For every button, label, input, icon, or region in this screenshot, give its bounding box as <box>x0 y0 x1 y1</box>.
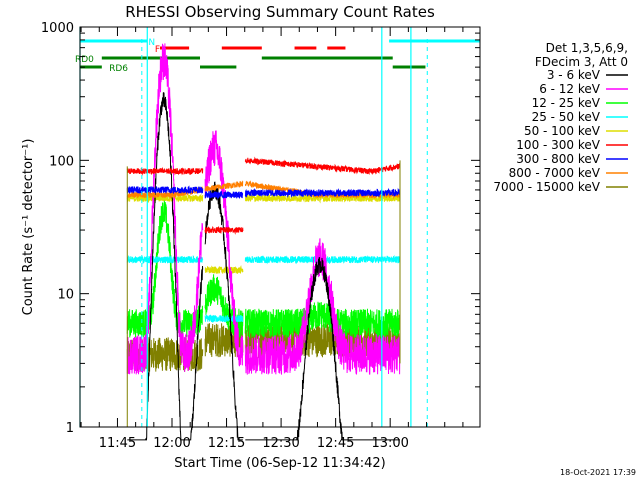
legend-header-line-2: FDecim 3, Att 0 <box>535 55 628 69</box>
flag-label-rd6: RD6 <box>109 64 128 74</box>
axis-layer: 1 10 100 1000 11:45 12:00 12:15 12:30 12:45 13:00 <box>41 21 480 451</box>
x-tick-label: 12:30 <box>262 436 299 451</box>
x-tick-label: 12:15 <box>208 436 245 451</box>
series-line-2 <box>126 43 401 375</box>
legend-label: 6 - 12 keV <box>539 82 601 96</box>
series-line-7 <box>126 185 401 200</box>
y-axis-label: Count Rate (s⁻¹ detector⁻¹) <box>21 139 36 316</box>
legend-label: 3 - 6 keV <box>547 68 601 82</box>
x-tick-label: 12:00 <box>153 436 190 451</box>
y-tick-label: 1 <box>66 421 74 436</box>
chart-title: RHESSI Observing Summary Count Rates <box>125 3 435 21</box>
legend-label: 100 - 300 keV <box>516 138 600 152</box>
flag-label-rd0: RD0 <box>75 55 94 65</box>
legend-label: 12 - 25 keV <box>532 96 601 110</box>
series-line-6 <box>126 156 401 235</box>
legend-label: 800 - 7000 keV <box>509 166 601 180</box>
y-tick-label: 1000 <box>41 21 74 36</box>
footer-date: 18-Oct-2021 17:39 <box>560 468 636 477</box>
series-line-1 <box>127 92 400 441</box>
x-tick-label: 13:00 <box>371 436 408 451</box>
x-tick-label: 11:45 <box>99 436 136 451</box>
legend: Det 1,3,5,6,9, FDecim 3, Att 0 3 - 6 keV… <box>493 41 628 194</box>
plot-frame <box>79 26 481 428</box>
x-axis-label: Start Time (06-Sep-12 11:34:42) <box>174 456 385 471</box>
legend-header-line-1: Det 1,3,5,6,9, <box>546 41 628 55</box>
legend-label: 7000 - 15000 keV <box>493 180 600 194</box>
legend-label: 50 - 100 keV <box>524 124 601 138</box>
y-tick-label: 100 <box>49 154 74 169</box>
y-tick-label: 10 <box>57 288 74 303</box>
series-line-3 <box>126 200 401 338</box>
flag-layer: NF RD0 RD6 <box>75 38 480 74</box>
flag-label-n: N <box>148 38 155 48</box>
x-tick-label: 12:45 <box>317 436 354 451</box>
legend-label: 300 - 800 keV <box>516 152 600 166</box>
flag-label-f: F <box>155 45 160 55</box>
data-layer <box>126 43 401 441</box>
legend-label: 25 - 50 keV <box>532 110 601 124</box>
